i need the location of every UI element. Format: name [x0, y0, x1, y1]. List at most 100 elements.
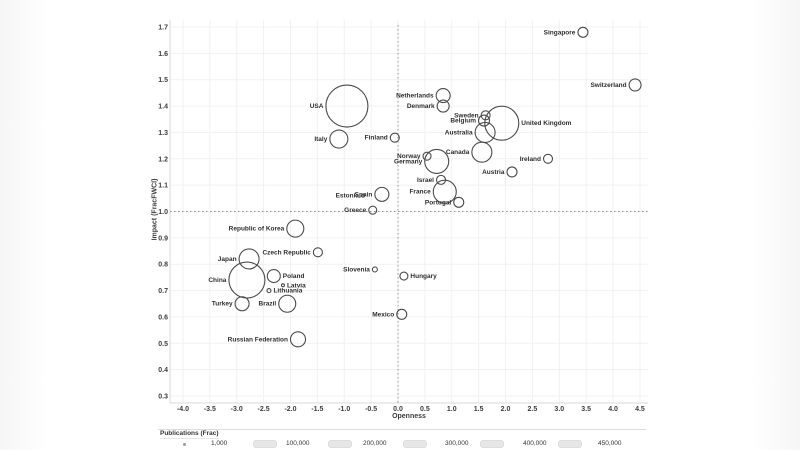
- bubble-switzerland[interactable]: [628, 78, 642, 92]
- bubble-label-slovenia: Slovenia: [343, 266, 370, 273]
- bubble-label-usa: USA: [310, 103, 324, 110]
- bubble-label-china: China: [208, 277, 226, 284]
- y-tick-label: 1.4: [158, 104, 168, 111]
- bubble-label-lithuania: Lithuania: [273, 288, 302, 295]
- y-tick-label: 0.3: [158, 393, 168, 400]
- y-tick-label: 0.6: [158, 314, 168, 321]
- bubble-latvia[interactable]: [280, 283, 285, 288]
- bubble-label-spain: Spain: [355, 191, 373, 198]
- bubble-sweden[interactable]: [480, 110, 491, 121]
- y-axis-title: Impact (FracFWCI): [151, 178, 159, 241]
- bubble-label-germany: Germany: [394, 158, 423, 165]
- x-tick-label: -4.0: [177, 406, 189, 413]
- y-tick-label: 1.6: [158, 51, 168, 58]
- bubble-canada[interactable]: [471, 141, 493, 163]
- bubble-russian-federation[interactable]: [289, 331, 307, 348]
- bubble-label-brazil: Brazil: [259, 301, 277, 308]
- x-tick-label: 4.5: [635, 406, 645, 413]
- bubble-ireland[interactable]: [542, 153, 554, 164]
- bubble-poland[interactable]: [266, 269, 281, 284]
- bubble-singapore[interactable]: [577, 26, 589, 38]
- bubble-label-australia: Australia: [445, 129, 473, 136]
- bubble-label-denmark: Denmark: [407, 103, 435, 110]
- x-tick-label: 0.0: [393, 406, 403, 413]
- bubble-republic-of-korea[interactable]: [286, 219, 305, 238]
- bubble-label-canada: Canada: [446, 149, 470, 156]
- x-tick-label: 2.5: [528, 406, 538, 413]
- bubble-estonia[interactable]: [361, 193, 366, 198]
- bubble-italy[interactable]: [329, 129, 349, 149]
- y-tick-label: 1.2: [158, 156, 168, 163]
- bubble-label-belgium: Belgium: [450, 118, 476, 125]
- y-tick-label: 0.7: [158, 288, 168, 295]
- bubble-czech-republic[interactable]: [312, 247, 323, 258]
- bubble-israel[interactable]: [435, 174, 447, 185]
- bubble-label-sweden: Sweden: [454, 112, 479, 119]
- bubble-label-turkey: Turkey: [212, 301, 233, 308]
- bubble-label-portugal: Portugal: [425, 199, 452, 206]
- bubble-usa[interactable]: [325, 84, 369, 128]
- bubble-label-latvia: Latvia: [287, 282, 306, 289]
- bubble-slovenia[interactable]: [371, 266, 378, 273]
- bubble-label-mexico: Mexico: [372, 311, 394, 318]
- bubble-label-hungary: Hungary: [410, 273, 437, 280]
- bubble-label-ireland: Ireland: [520, 156, 541, 163]
- bubble-label-france: France: [409, 189, 431, 196]
- x-tick-label: 1.5: [474, 406, 484, 413]
- bubble-netherlands[interactable]: [435, 87, 451, 104]
- y-tick-label: 1.1: [158, 183, 168, 190]
- bubble-brazil[interactable]: [278, 294, 297, 313]
- x-tick-label: 0.5: [420, 406, 430, 413]
- bubble-germany[interactable]: [424, 148, 450, 174]
- bubble-label-poland: Poland: [283, 273, 305, 280]
- x-tick-label: 3.0: [554, 406, 564, 413]
- x-tick-label: -1.5: [311, 406, 323, 413]
- x-tick-label: 4.0: [608, 406, 618, 413]
- x-axis-title: Openness: [392, 413, 426, 420]
- x-tick-label: -2.0: [284, 406, 296, 413]
- y-tick-label: 0.5: [158, 341, 168, 348]
- bubble-label-israel: Israel: [417, 177, 434, 184]
- y-tick-label: 1.3: [158, 130, 168, 137]
- bubble-united-kingdom[interactable]: [484, 105, 520, 141]
- x-tick-label: 3.5: [581, 406, 591, 413]
- bubble-turkey[interactable]: [234, 296, 250, 312]
- y-tick-label: 0.4: [158, 367, 168, 374]
- bubble-label-japan: Japan: [218, 256, 237, 263]
- y-tick-label: 1.5: [158, 77, 168, 84]
- y-tick-label: 0.8: [158, 262, 168, 269]
- y-tick-label: 1.7: [158, 25, 168, 32]
- x-tick-label: -3.5: [204, 406, 216, 413]
- bubble-lithuania[interactable]: [266, 288, 272, 294]
- bubble-japan[interactable]: [238, 248, 260, 270]
- bubble-label-greece: Greece: [344, 207, 366, 214]
- x-tick-label: 1.0: [447, 406, 457, 413]
- bubble-label-estonia: Estonia: [336, 193, 360, 200]
- bubble-label-netherlands: Netherlands: [396, 93, 434, 100]
- bubble-greece[interactable]: [368, 205, 378, 215]
- bubble-label-norway: Norway: [397, 153, 421, 160]
- bubble-belgium[interactable]: [477, 114, 491, 127]
- bubble-label-singapore: Singapore: [544, 29, 576, 36]
- bubble-norway[interactable]: [422, 151, 432, 161]
- bubble-label-republic-of-korea: Republic of Korea: [229, 226, 285, 233]
- bubble-spain[interactable]: [374, 186, 390, 202]
- x-tick-label: 2.0: [501, 406, 511, 413]
- bubble-hungary[interactable]: [399, 271, 409, 281]
- bubble-label-czech-republic: Czech Republic: [262, 249, 311, 256]
- bubble-label-united-kingdom: United Kingdom: [521, 120, 571, 127]
- x-tick-label: -0.5: [365, 406, 377, 413]
- bubble-france[interactable]: [432, 179, 457, 204]
- bubble-label-italy: Italy: [314, 136, 327, 143]
- bubble-label-finland: Finland: [365, 135, 388, 142]
- bubble-label-russian-federation: Russian Federation: [228, 336, 288, 343]
- bubble-finland[interactable]: [389, 132, 400, 143]
- bubble-mexico[interactable]: [396, 308, 408, 320]
- bubble-denmark[interactable]: [436, 99, 450, 113]
- bubble-austria[interactable]: [506, 166, 518, 178]
- bubble-label-switzerland: Switzerland: [590, 82, 626, 89]
- x-tick-label: -1.0: [338, 406, 350, 413]
- bubble-portugal[interactable]: [453, 196, 465, 208]
